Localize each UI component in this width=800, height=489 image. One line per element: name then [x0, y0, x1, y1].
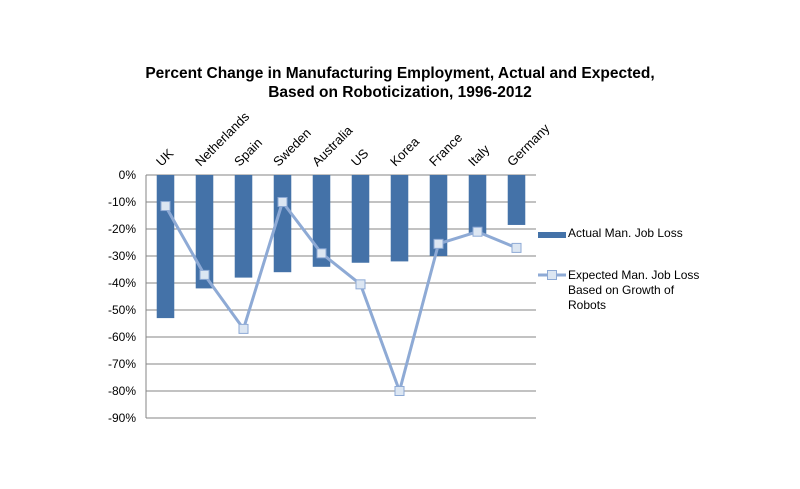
line-marker	[238, 323, 249, 334]
category-label: US	[348, 146, 372, 170]
line-marker	[472, 226, 483, 237]
legend-item-bar: Actual Man. Job Loss	[538, 226, 738, 248]
chart-title-line-1: Percent Change in Manufacturing Employme…	[145, 65, 655, 82]
category-label: Italy	[465, 141, 493, 169]
line-marker	[199, 269, 210, 280]
bar-series	[156, 175, 526, 319]
y-tick-label: -20%	[108, 222, 136, 236]
bar	[429, 175, 448, 256]
legend-bar-swatch	[538, 232, 566, 238]
bar	[156, 175, 175, 319]
bar	[312, 175, 331, 267]
y-tick-label: 0%	[119, 168, 137, 182]
axis-labels: 0% -10% -20% -30% -40% -50% -60% -70% -80% -90% UK…	[108, 109, 553, 425]
category-label: Korea	[387, 133, 423, 169]
bar	[507, 175, 526, 225]
bar	[234, 175, 253, 278]
line-marker	[160, 201, 171, 212]
y-tick-label: -30%	[108, 249, 136, 263]
line-marker	[511, 242, 522, 253]
legend: Actual Man. Job Loss Expected Man. Job L…	[538, 226, 738, 316]
category-label: France	[426, 130, 465, 169]
category-label: Australia	[309, 122, 356, 169]
y-tick-label: -50%	[108, 303, 136, 317]
chart-title-line-2: Based on Roboticization, 1996-2012	[268, 84, 532, 101]
line-marker	[355, 279, 366, 290]
line-marker	[277, 197, 288, 207]
category-label: Sweden	[270, 125, 314, 169]
legend-line-swatch	[538, 270, 566, 280]
bar	[390, 175, 409, 262]
legend-item-line: Expected Man. Job Loss Based on Growth o…	[538, 268, 738, 316]
bar	[468, 175, 487, 235]
y-tick-label: -70%	[108, 357, 136, 371]
bar	[351, 175, 370, 263]
y-tick-label: -60%	[108, 330, 136, 344]
line-marker	[433, 238, 444, 249]
category-label: Spain	[231, 135, 265, 169]
chart-title: Percent Change in Manufacturing Employme…	[0, 64, 800, 102]
y-tick-label: -10%	[108, 195, 136, 209]
legend-line-label: Expected Man. Job Loss Based on Growth o…	[568, 268, 700, 312]
legend-bar-label: Actual Man. Job Loss	[568, 226, 683, 240]
y-tick-label: -40%	[108, 276, 136, 290]
y-tick-label: -80%	[108, 384, 136, 398]
line-marker	[316, 248, 327, 259]
line-marker	[394, 386, 405, 396]
bar	[195, 175, 214, 289]
series-line	[164, 200, 518, 393]
category-label: Germany	[504, 120, 553, 169]
category-label: UK	[153, 146, 177, 170]
line-series	[160, 197, 522, 396]
y-tick-label: -90%	[108, 411, 136, 425]
